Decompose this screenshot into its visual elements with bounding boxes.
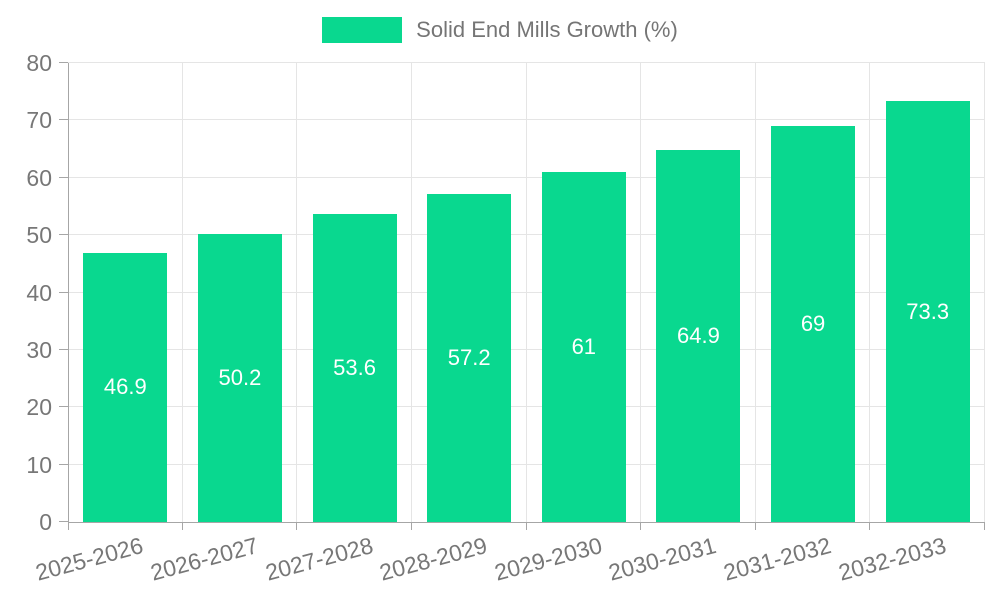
y-axis-tick [59, 176, 68, 178]
bar [427, 193, 512, 522]
bar-value-label: 73.3 [906, 298, 950, 324]
gridline-horizontal [68, 234, 985, 236]
y-axis-tick [59, 463, 68, 465]
gridline-vertical [181, 63, 183, 522]
gridline-vertical [869, 63, 871, 522]
y-tick-label: 50 [26, 222, 52, 249]
y-axis-tick [59, 348, 68, 350]
x-axis-tick [984, 522, 985, 530]
x-tick-label: 2025-2026 [33, 532, 147, 586]
y-tick-label: 30 [26, 336, 52, 363]
gridline-horizontal [68, 291, 985, 293]
y-axis-tick [59, 291, 68, 293]
bar [656, 149, 741, 522]
x-axis-tick [754, 522, 756, 530]
gridline-horizontal [68, 176, 985, 178]
bar [885, 101, 970, 522]
x-tick-label: 2026-2027 [147, 532, 261, 586]
x-axis-tick [181, 522, 183, 530]
x-axis-line [68, 522, 985, 523]
bar-value-label: 69 [800, 311, 826, 337]
x-axis-tick [525, 522, 527, 530]
gridline-horizontal [68, 119, 985, 121]
bar-value-label: 50.2 [218, 364, 262, 390]
x-axis-tick [869, 522, 871, 530]
y-axis-line [68, 63, 69, 530]
x-axis-tick [640, 522, 642, 530]
gridline-vertical [525, 63, 527, 522]
gridline-vertical [754, 63, 756, 522]
y-axis-tick [59, 234, 68, 236]
bar [771, 126, 856, 522]
bar-value-label: 57.2 [447, 344, 491, 370]
x-tick-label: 2029-2030 [491, 532, 605, 586]
plot-area: 0 10 20 30 40 50 60 70 80 46.9 2025-2026 50.2 2026-2… [26, 50, 985, 586]
y-axis-tick [59, 119, 68, 121]
y-axis-tick [59, 406, 68, 408]
y-axis-tick [59, 521, 68, 522]
bar-value-label: 53.6 [333, 355, 376, 381]
x-tick-label: 2027-2028 [262, 532, 376, 586]
bar [541, 172, 626, 522]
x-tick-label: 2028-2029 [376, 532, 490, 586]
gridline-vertical [296, 63, 298, 522]
legend-item[interactable]: Solid End Mills Growth (%) [0, 17, 1000, 43]
gridline-horizontal [68, 463, 985, 465]
gridline-horizontal [68, 348, 985, 350]
bar-value-label: 61 [571, 334, 597, 359]
x-axis-tick [296, 522, 298, 530]
y-axis-tick [59, 62, 68, 63]
bar [312, 214, 397, 522]
legend-label: Solid End Mills Growth (%) [416, 17, 678, 42]
legend-swatch-icon [322, 17, 403, 43]
gridline-vertical [640, 63, 642, 522]
x-tick-label: 2031-2032 [720, 532, 834, 586]
bar [83, 252, 168, 522]
y-tick-label: 70 [26, 107, 52, 134]
y-tick-label: 20 [26, 394, 52, 421]
gridline-horizontal [68, 62, 985, 63]
y-tick-label: 40 [26, 279, 52, 306]
x-tick-label: 2032-2033 [835, 532, 949, 586]
y-tick-label: 60 [26, 164, 52, 191]
bar-value-label: 46.9 [103, 374, 147, 400]
bar-value-label: 64.9 [677, 322, 720, 348]
bar [197, 233, 282, 522]
y-tick-label: 0 [39, 509, 52, 535]
y-tick-label: 80 [26, 50, 52, 76]
y-tick-label: 10 [26, 451, 52, 478]
gridline-vertical [410, 63, 412, 522]
gridline-vertical [984, 63, 985, 522]
x-axis-tick [410, 522, 412, 530]
x-tick-label: 2030-2031 [606, 532, 720, 586]
gridline-horizontal [68, 406, 985, 408]
